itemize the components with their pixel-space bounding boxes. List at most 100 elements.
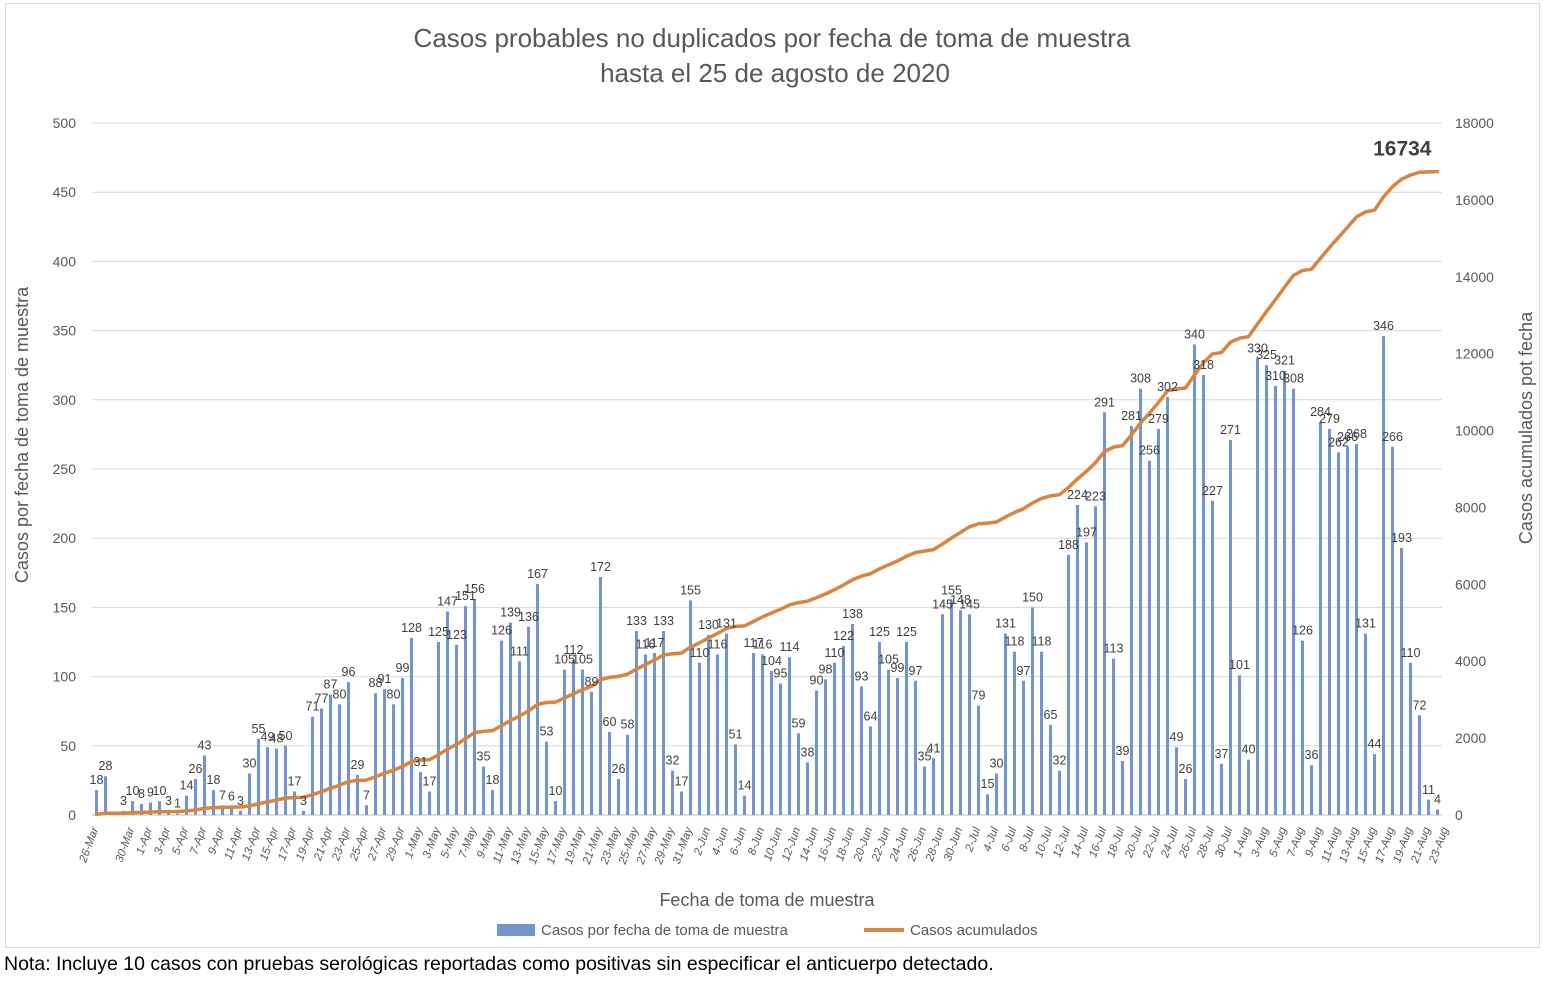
bar (1381, 336, 1386, 815)
bar-data-label: 330 (1247, 341, 1268, 355)
bar (895, 677, 900, 815)
bar (1300, 640, 1305, 815)
bar-data-label: 41 (927, 741, 941, 755)
bar-data-label: 28 (99, 759, 113, 773)
bar (193, 779, 198, 815)
bar (130, 801, 135, 815)
bar-data-label: 99 (891, 661, 905, 675)
bar (94, 790, 99, 815)
bar (922, 766, 927, 815)
bar-data-label: 318 (1193, 358, 1214, 372)
bar (1246, 759, 1251, 815)
y2-tick-label: 8000 (1455, 499, 1486, 515)
bar-data-label: 117 (744, 636, 764, 650)
bar (103, 776, 108, 815)
bar (688, 600, 693, 815)
bar (247, 773, 252, 815)
bar (490, 790, 495, 815)
bar-data-label: 38 (801, 745, 815, 759)
legend: Casos por fecha de toma de muestra Casos… (497, 922, 1038, 939)
bar-data-label: 88 (369, 676, 383, 690)
bar-data-label: 271 (1220, 423, 1241, 437)
bar-data-label: 308 (1283, 372, 1304, 386)
bar-data-label: 128 (401, 621, 422, 635)
bar (904, 642, 909, 815)
bar-data-label: 49 (1170, 730, 1184, 744)
bar-data-label: 114 (780, 640, 800, 654)
y-tick-label: 400 (53, 253, 77, 269)
bar (1174, 747, 1179, 815)
bar (625, 734, 630, 815)
bar (589, 691, 594, 815)
bar (1129, 426, 1134, 815)
bar-data-label: 97 (1017, 664, 1031, 678)
bar (697, 662, 702, 815)
bar (229, 806, 234, 815)
bar-data-label: 281 (1121, 409, 1142, 423)
bar-data-label: 223 (1085, 489, 1106, 503)
bar (409, 637, 414, 815)
bar (1057, 770, 1062, 815)
bar-data-label: 145 (932, 597, 953, 611)
bar-data-label: 131 (716, 617, 737, 631)
bar-data-label: 110 (825, 646, 845, 660)
bar-data-label: 113 (1104, 642, 1124, 656)
y2-tick-label: 2000 (1455, 730, 1486, 746)
bar (1354, 444, 1359, 815)
bar-data-label: 131 (995, 617, 1016, 631)
bar-data-label: 55 (252, 722, 266, 736)
bar-data-label: 3 (120, 794, 127, 808)
bar-data-label: 17 (288, 774, 302, 788)
bar (535, 583, 540, 815)
bar (220, 805, 225, 815)
bar (1048, 725, 1053, 815)
bar-data-label: 279 (1319, 412, 1340, 426)
bar (391, 704, 396, 815)
bar (454, 644, 459, 815)
bar (580, 669, 585, 815)
bar (598, 576, 603, 815)
bar (733, 744, 738, 815)
bar-data-label: 90 (810, 673, 824, 687)
bar (1417, 715, 1422, 815)
bar-data-label: 340 (1184, 327, 1205, 341)
bar (886, 669, 891, 815)
bar (805, 762, 810, 815)
bar-data-label: 308 (1130, 372, 1151, 386)
bar-data-label: 1 (174, 797, 181, 811)
bar-data-label: 167 (527, 567, 548, 581)
y-tick-label: 250 (53, 461, 77, 477)
y2-axis-ticks: 0 2000 4000 6000 8000 10000 12000 14000 16000 180… (1455, 115, 1494, 823)
bar-data-label: 91 (378, 672, 392, 686)
bar-data-label: 98 (819, 662, 833, 676)
bar (1219, 763, 1224, 815)
bar-data-label: 130 (698, 618, 719, 632)
bar (382, 689, 387, 815)
bar (787, 657, 792, 815)
bar (1435, 809, 1440, 815)
bar-data-label: 35 (918, 750, 932, 764)
bar-data-label: 279 (1148, 412, 1169, 426)
bar (1156, 428, 1161, 815)
bar (148, 802, 153, 815)
bar (1192, 344, 1197, 815)
bar-data-label: 26 (189, 762, 203, 776)
y-tick-label: 300 (53, 392, 77, 408)
bar-data-label: 325 (1256, 348, 1277, 362)
bar (1282, 370, 1287, 815)
bar-data-label: 131 (1355, 617, 1376, 631)
bar (1264, 365, 1269, 815)
bar (1102, 412, 1107, 815)
bar (742, 795, 747, 815)
bar (994, 773, 999, 815)
x-tick-label: 2-Jul (963, 825, 983, 854)
bar (607, 731, 612, 815)
bar-data-label: 17 (675, 774, 689, 788)
bar (499, 640, 504, 815)
bar-data-label: 17 (423, 774, 437, 788)
bar (1363, 633, 1368, 815)
bar-data-label: 30 (990, 756, 1004, 770)
bar-data-label: 321 (1274, 354, 1295, 368)
y2-tick-label: 18000 (1455, 115, 1494, 131)
bar-data-label: 118 (1005, 635, 1025, 649)
